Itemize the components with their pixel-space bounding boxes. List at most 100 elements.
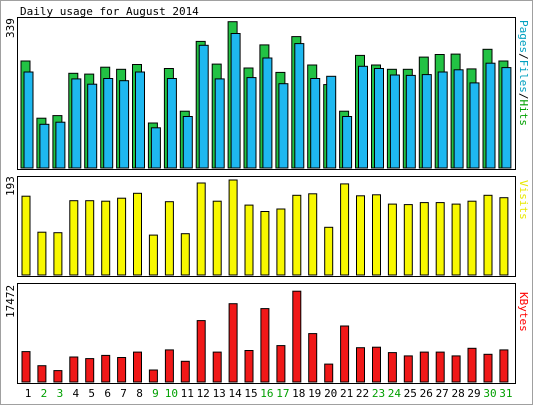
- files-bar-day-22: [358, 65, 368, 169]
- day-label-11: 11: [181, 387, 194, 400]
- bars-layer: [20, 21, 512, 383]
- files-bar-day-1: [23, 71, 34, 169]
- visits-legend: Visits: [517, 180, 530, 220]
- visits-bar-day-6: [101, 200, 111, 276]
- kbytes-bar-day-12: [196, 320, 206, 383]
- files-bar-day-19: [310, 78, 321, 169]
- kbytes-bar-day-24: [387, 352, 397, 383]
- kbytes-bar-day-26: [419, 351, 429, 383]
- legend-sep-2: /: [517, 93, 530, 100]
- chart-title: Daily usage for August 2014: [20, 5, 199, 18]
- visits-bar-day-20: [324, 226, 334, 276]
- legend-sep-1: /: [517, 53, 530, 60]
- visits-bar-day-12: [196, 182, 206, 276]
- kbytes-bar-day-9: [148, 369, 158, 383]
- day-label-14: 14: [228, 387, 242, 400]
- visits-bar-day-21: [340, 183, 350, 276]
- visits-bar-day-24: [387, 203, 397, 276]
- visits-bar-day-17: [276, 208, 286, 276]
- day-label-8: 8: [136, 387, 143, 400]
- kbytes-bar-day-23: [372, 346, 381, 383]
- day-label-2: 2: [41, 387, 48, 400]
- visits-bar-day-15: [244, 204, 254, 276]
- files-bar-day-16: [262, 57, 273, 169]
- files-bar-day-14: [230, 33, 241, 169]
- visits-bar-day-28: [451, 203, 461, 276]
- day-label-25: 25: [404, 387, 417, 400]
- kbytes-bar-day-28: [451, 355, 461, 383]
- day-label-29: 29: [467, 387, 480, 400]
- day-label-5: 5: [88, 387, 95, 400]
- files-bar-day-3: [55, 121, 66, 169]
- kbytes-bar-day-6: [101, 354, 111, 383]
- files-bar-day-7: [119, 80, 130, 169]
- legend-files: Files: [517, 60, 530, 93]
- kbytes-legend: KBytes: [517, 292, 530, 332]
- kbytes-bar-day-21: [340, 325, 350, 383]
- kbytes-bar-day-11: [180, 360, 190, 383]
- files-bar-day-8: [135, 71, 145, 169]
- files-bar-day-15: [246, 77, 257, 169]
- visits-bar-day-30: [483, 194, 493, 276]
- visits-bar-day-31: [499, 197, 509, 276]
- files-bar-day-20: [326, 75, 337, 169]
- kbytes-bar-day-13: [212, 351, 222, 383]
- files-bar-day-30: [485, 62, 496, 169]
- files-bar-day-23: [374, 68, 384, 169]
- visits-bar-day-1: [21, 195, 31, 276]
- hits-max-label: 339: [4, 18, 17, 38]
- day-label-31: 31: [499, 387, 512, 400]
- visits-bar-day-2: [37, 231, 47, 276]
- visits-bar-day-7: [117, 197, 127, 276]
- day-label-21: 21: [340, 387, 353, 400]
- day-label-28: 28: [451, 387, 464, 400]
- visits-bar-day-16: [260, 211, 270, 276]
- kbytes-max-label: 17472: [4, 285, 17, 318]
- visits-bar-day-19: [308, 193, 318, 276]
- kbytes-bar-day-22: [356, 347, 365, 383]
- kbytes-bar-day-14: [228, 303, 238, 383]
- visits-bar-day-13: [212, 200, 222, 276]
- visits-bar-day-14: [228, 179, 238, 276]
- kbytes-bar-day-4: [69, 356, 79, 383]
- files-bar-day-27: [437, 71, 448, 169]
- files-bar-day-21: [342, 116, 353, 169]
- visits-bar-day-8: [133, 192, 142, 276]
- kbytes-bar-day-30: [483, 353, 493, 383]
- x-axis-labels: 1 2 3 4 5 6 7 8 9 10 11 12 13 14 15 16 17 18 19 20 21 22 23 24 2…: [25, 387, 513, 400]
- visits-bar-day-29: [467, 200, 477, 276]
- day-label-18: 18: [292, 387, 305, 400]
- legend-visits: Visits: [517, 180, 530, 220]
- day-label-6: 6: [104, 387, 111, 400]
- files-bar-day-4: [71, 78, 82, 169]
- legend-hits: Hits: [517, 100, 530, 127]
- day-label-19: 19: [308, 387, 321, 400]
- files-bar-day-18: [294, 43, 305, 169]
- day-label-22: 22: [356, 387, 369, 400]
- kbytes-bar-day-1: [21, 351, 31, 383]
- visits-bar-day-9: [148, 234, 158, 276]
- visits-bar-day-26: [419, 202, 429, 276]
- day-label-26: 26: [420, 387, 433, 400]
- kbytes-bar-day-16: [260, 308, 270, 383]
- visits-bar-day-4: [69, 200, 79, 276]
- files-bar-day-11: [182, 116, 193, 169]
- day-label-23: 23: [372, 387, 385, 400]
- day-label-7: 7: [120, 387, 127, 400]
- files-bar-day-5: [87, 83, 98, 169]
- visits-bar-day-18: [292, 194, 302, 276]
- day-label-20: 20: [324, 387, 337, 400]
- kbytes-bar-day-19: [308, 333, 318, 383]
- visits-bar-day-5: [85, 200, 95, 276]
- day-label-1: 1: [25, 387, 32, 400]
- day-label-10: 10: [165, 387, 178, 400]
- kbytes-bar-day-15: [244, 350, 254, 383]
- day-label-24: 24: [388, 387, 402, 400]
- files-bar-day-2: [39, 123, 50, 169]
- hits-legend: Pages/Files/Hits: [517, 20, 530, 126]
- files-bar-day-25: [405, 74, 416, 169]
- kbytes-bar-day-25: [403, 355, 413, 383]
- visits-bar-day-25: [403, 204, 413, 276]
- files-bar-day-6: [103, 78, 114, 169]
